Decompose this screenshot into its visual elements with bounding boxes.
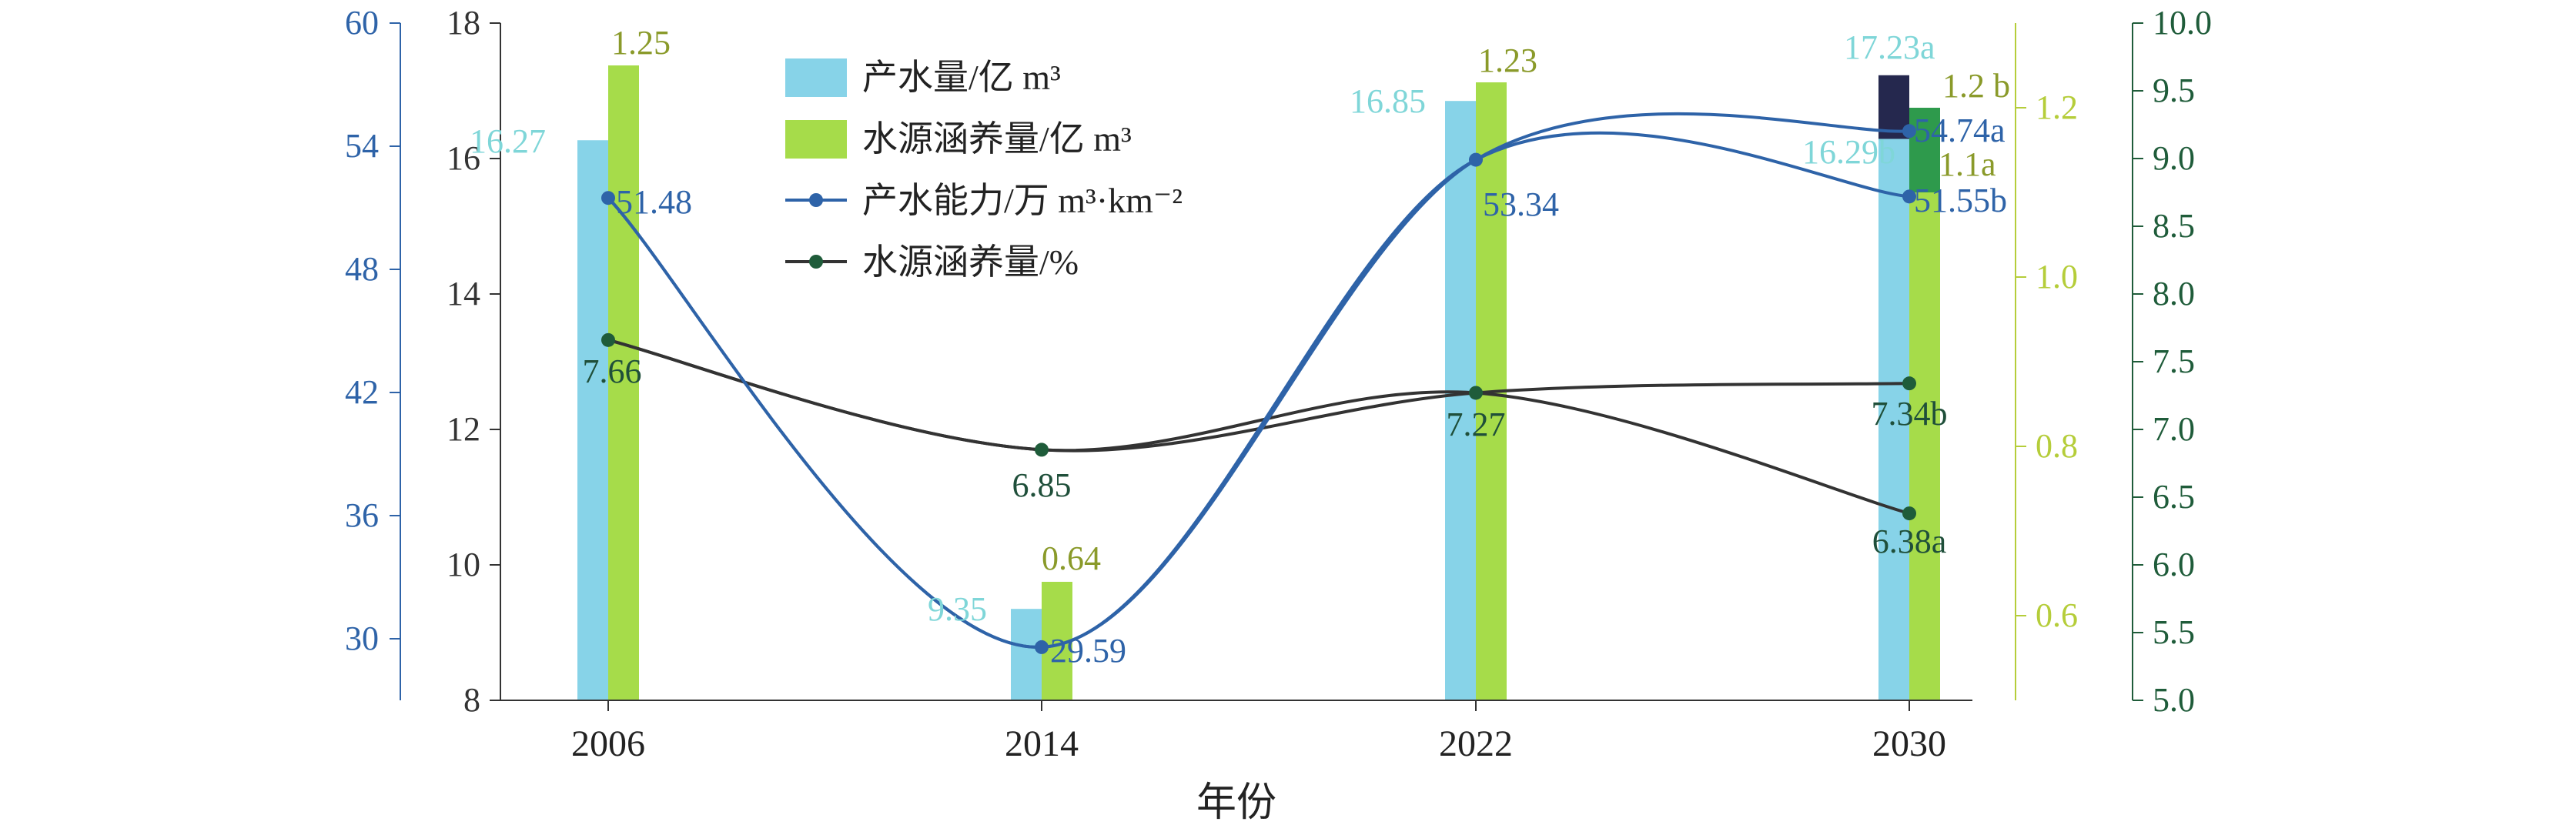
right-inner-axis-tick-label: 0.8 <box>2036 427 2078 465</box>
legend-yield-capacity-marker <box>809 193 823 207</box>
left-inner-axis-tick-label: 10 <box>447 546 480 583</box>
conservation-percent-label: 6.85 <box>1012 466 1072 504</box>
right-outer-axis-tick-label: 9.5 <box>2153 72 2195 109</box>
conservation-percent-2030-branch <box>607 338 1910 516</box>
conservation-amount-label: 1.1a <box>1939 145 1996 183</box>
right-outer-axis-tick-label: 6.0 <box>2153 546 2195 583</box>
yield-capacity-label: 51.48 <box>616 183 692 221</box>
right-outer-axis-tick-label: 5.5 <box>2153 613 2195 651</box>
conservation-amount-label: 1.25 <box>611 24 671 62</box>
left-outer-axis-tick-label: 60 <box>345 4 379 42</box>
x-tick-label: 2006 <box>571 723 645 764</box>
right-outer-axis-tick-label: 10.0 <box>2153 4 2212 42</box>
left-outer-axis-tick-label: 54 <box>345 127 379 165</box>
right-outer-axis-tick-label: 8.5 <box>2153 207 2195 245</box>
data-labels-layer: 16.27 9.35 16.85 16.29b 17.23a 1.25 0.64 1.23 1.… <box>470 24 2010 670</box>
x-tick-label: 2030 <box>1872 723 1946 764</box>
x-tick-label: 2014 <box>1005 723 1079 764</box>
conservation-percent-label: 7.34b <box>1872 395 1948 433</box>
water-yield-label: 16.29b <box>1802 133 1895 171</box>
legend-yield-capacity-label: 产水能力/万 m³·km⁻² <box>862 181 1183 220</box>
conservation-percent-marker <box>1902 376 1916 391</box>
conservation-percent-2030-label: 6.38a <box>1872 523 1947 560</box>
left-outer-axis-tick-label: 48 <box>345 250 379 288</box>
water-yield-label: 16.85 <box>1350 82 1426 120</box>
lines-layer <box>601 112 1916 654</box>
right-inner-axis-tick-label: 1.2 <box>2036 89 2078 126</box>
left-inner-axis-tick-label: 12 <box>447 410 480 448</box>
conservation-amount-2030-bar <box>1909 108 1940 192</box>
yield-capacity-marker <box>1035 640 1049 654</box>
conservation-amount-bar <box>608 65 639 700</box>
conservation-percent-label: 7.27 <box>1447 406 1506 443</box>
conservation-amount-label: 1.23 <box>1478 42 1537 79</box>
bars-layer <box>577 65 1940 701</box>
left-inner-axis-tick-label: 16 <box>447 139 480 177</box>
yield-capacity-marker <box>1902 124 1916 139</box>
left-outer-axis-tick-label: 30 <box>345 620 379 657</box>
right-outer-axis-tick-label: 6.5 <box>2153 478 2195 516</box>
yield-capacity-label: 51.55b <box>1914 182 2007 219</box>
conservation-amount-2030-label: 1.2 b <box>1942 67 2010 105</box>
conservation-amount-label: 0.64 <box>1042 539 1101 577</box>
conservation-percent-label: 7.66 <box>583 352 642 390</box>
water-yield-2030-label: 17.23a <box>1844 28 1935 66</box>
water-yield-bar <box>1445 101 1476 700</box>
legend-conservation-percent-marker <box>809 255 823 269</box>
right-outer-axis-tick-label: 7.5 <box>2153 342 2195 380</box>
conservation-percent-marker <box>1469 386 1483 400</box>
conservation-percent-marker <box>1902 506 1916 521</box>
axes-layer: 30 36 42 48 54 60 8 10 12 14 16 18 0.6 0.8 1.0 1.2 5.0 5.… <box>345 4 2212 825</box>
conservation-amount-bar <box>1909 192 1940 700</box>
water-yield-bar <box>1011 609 1042 700</box>
right-outer-axis-tick-label: 8.0 <box>2153 275 2195 312</box>
water-yield-bar <box>577 140 608 701</box>
yield-capacity-marker <box>1469 152 1483 167</box>
yield-capacity-2030-label: 54.74a <box>1914 112 2006 149</box>
left-outer-axis-tick-label: 42 <box>345 373 379 411</box>
left-inner-axis-tick-label: 18 <box>447 4 480 42</box>
yield-capacity-2030-branch <box>607 112 1910 649</box>
left-inner-axis-tick-label: 8 <box>463 681 480 719</box>
legend-water-yield-swatch <box>785 58 847 97</box>
right-outer-axis-tick-label: 5.0 <box>2153 681 2195 719</box>
yield-capacity-marker <box>601 191 615 205</box>
yield-capacity-label: 29.59 <box>1050 632 1126 670</box>
left-outer-axis-tick-label: 36 <box>345 496 379 534</box>
water-yield-bar <box>1878 139 1909 701</box>
yield-capacity-label: 53.34 <box>1483 185 1559 223</box>
right-inner-axis-tick-label: 1.0 <box>2036 258 2078 296</box>
right-inner-axis-tick-label: 0.6 <box>2036 596 2078 634</box>
yield-capacity-marker <box>1902 189 1916 204</box>
x-axis-title: 年份 <box>1196 781 1276 825</box>
water-yield-label: 16.27 <box>470 122 546 160</box>
conservation-percent-marker <box>1035 443 1049 457</box>
left-inner-axis-tick-label: 14 <box>447 275 480 312</box>
x-tick-label: 2022 <box>1439 723 1513 764</box>
legend: 产水量/亿 m³ 水源涵养量/亿 m³ 产水能力/万 m³·km⁻² 水源涵养量/% <box>785 58 1183 282</box>
right-outer-axis-tick-label: 7.0 <box>2153 410 2195 448</box>
legend-conservation-amount-swatch <box>785 120 847 159</box>
legend-water-yield-label: 产水量/亿 m³ <box>862 58 1061 97</box>
right-outer-axis-tick-label: 9.0 <box>2153 139 2195 177</box>
legend-conservation-percent-label: 水源涵养量/% <box>862 242 1079 282</box>
water-yield-label: 9.35 <box>928 590 987 628</box>
conservation-percent-marker <box>601 332 615 347</box>
legend-conservation-amount-label: 水源涵养量/亿 m³ <box>862 119 1132 159</box>
yield-capacity-line <box>607 131 1910 649</box>
